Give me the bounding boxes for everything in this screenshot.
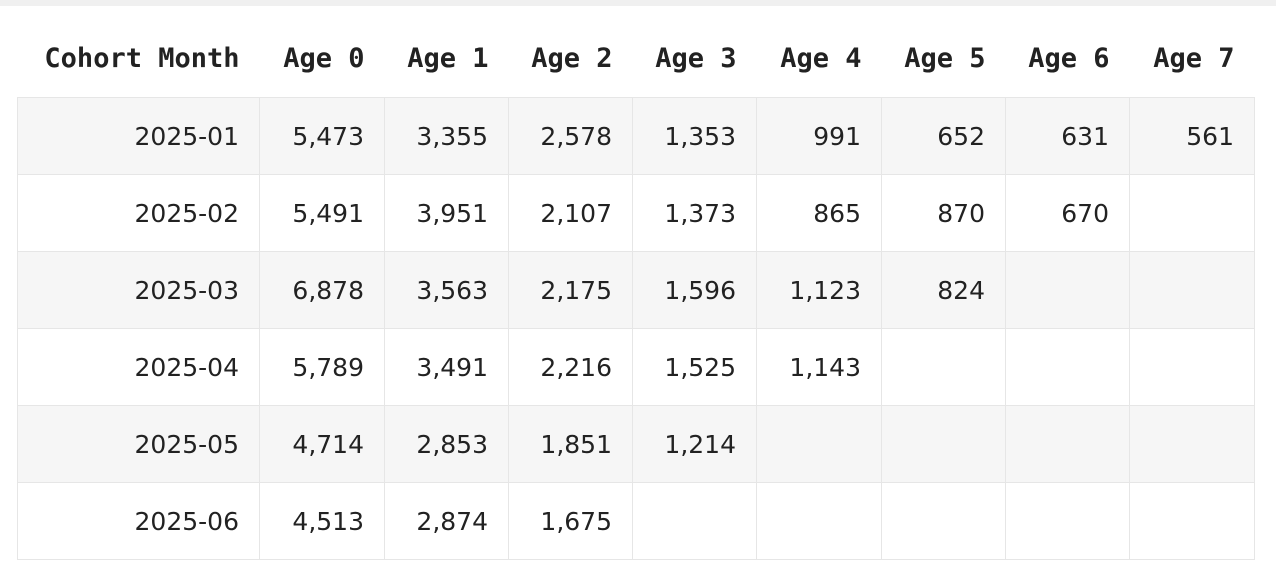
column-header: Age 5 [904,43,986,74]
value-cell: 3,951 [384,174,509,252]
value-cell: 1,214 [632,405,757,483]
value-cell: 1,123 [756,251,882,329]
empty-cell [756,405,882,483]
cohort-cell: 2025-03 [17,251,260,329]
value-cell: 2,175 [508,251,633,329]
value-cell: 4,513 [259,482,385,560]
empty-cell [1005,405,1130,483]
empty-cell [1129,482,1255,560]
header-row: Cohort Month Age 0 Age 1 Age 2 Age 3 Age 4 Age… [18,20,1255,98]
column-header: Age 0 [283,43,365,74]
cohort-cell: 2025-05 [17,405,260,483]
empty-cell [1129,174,1255,252]
value-cell: 3,491 [384,328,509,406]
value-cell: 824 [881,251,1006,329]
value-cell: 631 [1005,97,1130,175]
value-cell: 2,107 [508,174,633,252]
column-header: Age 6 [1028,43,1110,74]
empty-cell [1129,328,1255,406]
value-cell: 3,563 [384,251,509,329]
table-row: 2025-06 4,513 2,874 1,675 [17,482,1255,560]
value-cell: 865 [756,174,882,252]
value-cell: 1,525 [632,328,757,406]
value-cell: 4,714 [259,405,385,483]
value-cell: 1,143 [756,328,882,406]
value-cell: 2,853 [384,405,509,483]
empty-cell [881,482,1006,560]
column-header: Cohort Month [44,43,240,74]
table-header: Cohort Month Age 0 Age 1 Age 2 Age 3 Age 4 Age… [18,20,1255,98]
column-header: Age 3 [655,43,737,74]
value-cell: 2,874 [384,482,509,560]
cohort-cell: 2025-02 [17,174,260,252]
value-cell: 5,789 [259,328,385,406]
column-header: Age 1 [407,43,489,74]
cohort-cell: 2025-04 [17,328,260,406]
value-cell: 991 [756,97,882,175]
empty-cell [1005,328,1130,406]
top-bar [0,0,1276,6]
empty-cell [756,482,882,560]
value-cell: 2,216 [508,328,633,406]
table-body: 2025-01 5,473 3,355 2,578 1,353 991 652 631 561 2… [17,97,1255,560]
value-cell: 1,373 [632,174,757,252]
table-row: 2025-05 4,714 2,853 1,851 1,214 [17,405,1255,483]
cohort-cell: 2025-06 [17,482,260,560]
table-row: 2025-03 6,878 3,563 2,175 1,596 1,123 824 [17,251,1255,329]
column-header: Age 2 [531,43,613,74]
value-cell: 1,675 [508,482,633,560]
value-cell: 5,491 [259,174,385,252]
empty-cell [632,482,757,560]
value-cell: 5,473 [259,97,385,175]
table-row: 2025-01 5,473 3,355 2,578 1,353 991 652 631 561 [17,97,1255,175]
value-cell: 6,878 [259,251,385,329]
empty-cell [1005,251,1130,329]
cohort-cell: 2025-01 [17,97,260,175]
value-cell: 2,578 [508,97,633,175]
column-header: Age 7 [1153,43,1235,74]
table-row: 2025-04 5,789 3,491 2,216 1,525 1,143 [17,328,1255,406]
cohort-table: Cohort Month Age 0 Age 1 Age 2 Age 3 Age 4 Age… [17,20,1255,560]
empty-cell [1129,405,1255,483]
empty-cell [1005,482,1130,560]
empty-cell [1129,251,1255,329]
value-cell: 670 [1005,174,1130,252]
empty-cell [881,328,1006,406]
value-cell: 561 [1129,97,1255,175]
table-row: 2025-02 5,491 3,951 2,107 1,373 865 870 670 [17,174,1255,252]
value-cell: 1,353 [632,97,757,175]
column-header: Age 4 [780,43,862,74]
value-cell: 1,596 [632,251,757,329]
empty-cell [881,405,1006,483]
value-cell: 3,355 [384,97,509,175]
value-cell: 1,851 [508,405,633,483]
value-cell: 870 [881,174,1006,252]
value-cell: 652 [881,97,1006,175]
